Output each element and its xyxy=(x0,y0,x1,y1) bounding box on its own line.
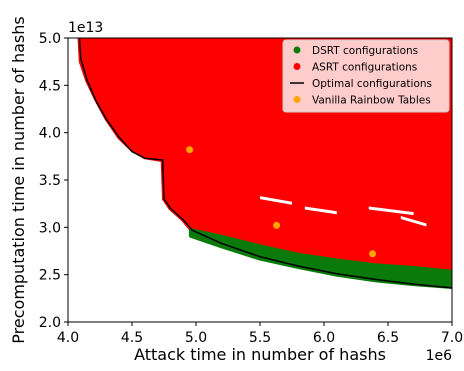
y-tick-label: 2.0 xyxy=(39,315,61,331)
legend-marker xyxy=(294,96,301,103)
legend-marker xyxy=(294,47,301,54)
x-tick-label: 5.0 xyxy=(185,330,207,346)
legend-label: Optimal configurations xyxy=(312,78,432,90)
x-scale-label: 1e6 xyxy=(426,348,453,364)
y-tick-label: 5.0 xyxy=(39,31,61,47)
legend-label: DSRT configurations xyxy=(312,45,418,57)
x-axis: 4.0 4.5 5.0 5.5 6.0 6.5 7.0 xyxy=(57,322,463,346)
x-tick-label: 6.5 xyxy=(377,330,399,346)
x-tick-label: 5.5 xyxy=(249,330,271,346)
y-axis: 2.0 2.5 3.0 3.5 4.0 4.5 5.0 xyxy=(39,31,68,331)
vanilla-point xyxy=(369,250,376,257)
legend-marker xyxy=(294,63,301,70)
y-tick-label: 3.0 xyxy=(39,220,61,236)
legend-label: ASRT configurations xyxy=(312,62,417,74)
x-tick-label: 4.0 xyxy=(57,330,79,346)
y-tick-label: 3.5 xyxy=(39,173,61,189)
legend: DSRT configurations ASRT configurations Op… xyxy=(283,40,449,112)
vanilla-point xyxy=(186,146,193,153)
x-tick-label: 4.5 xyxy=(121,330,143,346)
y-tick-label: 4.0 xyxy=(39,126,61,142)
y-axis-label: Precomputation time in number of hashs xyxy=(9,16,28,343)
y-tick-label: 2.5 xyxy=(39,268,61,284)
y-scale-label: 1e13 xyxy=(68,20,103,36)
x-tick-label: 7.0 xyxy=(441,330,463,346)
x-axis-label: Attack time in number of hashs xyxy=(134,345,386,364)
x-tick-label: 6.0 xyxy=(313,330,335,346)
y-tick-label: 4.5 xyxy=(39,78,61,94)
legend-label: Vanilla Rainbow Tables xyxy=(312,95,431,107)
vanilla-point xyxy=(273,222,280,229)
